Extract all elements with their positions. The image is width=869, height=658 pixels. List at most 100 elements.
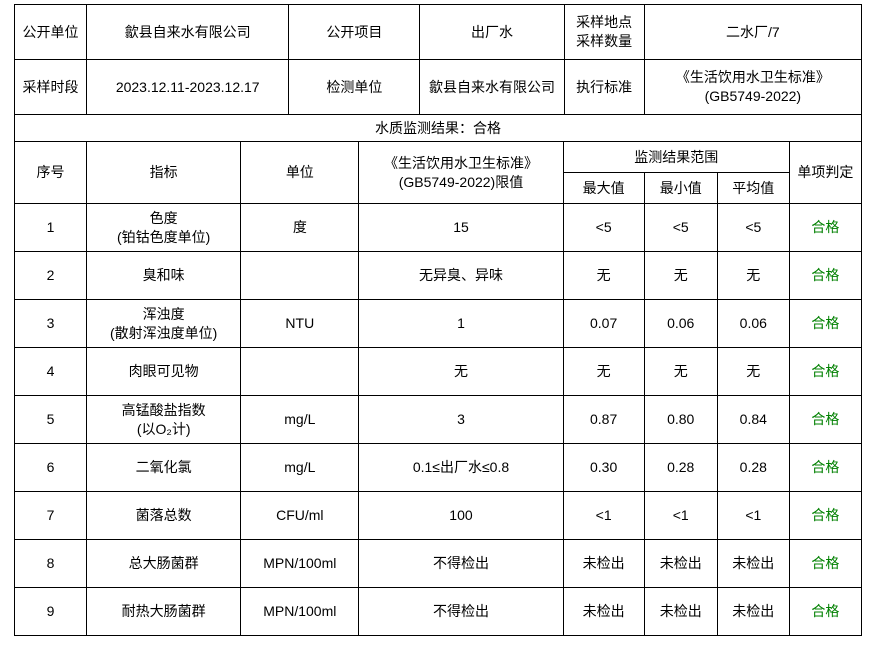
- cell-no: 9: [13, 587, 88, 636]
- cell-limit: 3: [358, 395, 564, 444]
- info-row-2: 采样时段 2023.12.11-2023.12.17 检测单位 歙县自来水有限公…: [13, 59, 863, 115]
- cell-avg: 未检出: [716, 587, 790, 636]
- cell-avg: 无: [716, 347, 790, 396]
- standard-value: 《生活饮用水卫生标准》 (GB5749-2022): [643, 59, 863, 115]
- header-avg: 平均值: [716, 172, 790, 204]
- cell-limit: 100: [358, 491, 564, 540]
- table-row: 2 臭和味 无异臭、异味 无 无 无 合格: [13, 251, 863, 300]
- public-project-label: 公开项目: [288, 4, 421, 60]
- cell-unit: 度: [240, 203, 360, 252]
- report-table-container: 公开单位 歙县自来水有限公司 公开项目 出厂水 采样地点 采样数量 二水厂/7 …: [13, 4, 863, 636]
- cell-unit: MPN/100ml: [240, 587, 360, 636]
- table-row: 4 肉眼可见物 无 无 无 无 合格: [13, 347, 863, 396]
- cell-judgment: 合格: [788, 299, 863, 348]
- cell-indicator: 肉眼可见物: [86, 347, 242, 396]
- public-unit-value: 歙县自来水有限公司: [86, 4, 290, 60]
- cell-min: 未检出: [643, 587, 718, 636]
- cell-judgment: 合格: [788, 587, 863, 636]
- cell-min: 无: [643, 347, 718, 396]
- cell-unit: mg/L: [240, 443, 360, 492]
- cell-no: 1: [13, 203, 88, 252]
- cell-limit: 0.1≤出厂水≤0.8: [358, 443, 564, 492]
- cell-indicator: 高锰酸盐指数 (以O₂计): [86, 395, 242, 444]
- cell-indicator: 耐热大肠菌群: [86, 587, 242, 636]
- cell-max: 未检出: [562, 539, 645, 588]
- table-row: 3 浑浊度 (散射浑浊度单位) NTU 1 0.07 0.06 0.06 合格: [13, 299, 863, 348]
- cell-max: 无: [562, 251, 645, 300]
- cell-avg: 未检出: [716, 539, 790, 588]
- cell-max: 未检出: [562, 587, 645, 636]
- cell-limit: 不得检出: [358, 539, 564, 588]
- monitoring-results-table: 序号 指标 单位 《生活饮用水卫生标准》 (GB5749-2022)限值 监测结…: [13, 141, 863, 636]
- cell-min: 无: [643, 251, 718, 300]
- cell-limit: 1: [358, 299, 564, 348]
- cell-avg: 0.84: [716, 395, 790, 444]
- cell-max: <5: [562, 203, 645, 252]
- cell-min: 0.28: [643, 443, 718, 492]
- cell-limit: 15: [358, 203, 564, 252]
- cell-max: 无: [562, 347, 645, 396]
- cell-unit: CFU/ml: [240, 491, 360, 540]
- header-unit: 单位: [240, 141, 360, 204]
- cell-indicator: 臭和味: [86, 251, 242, 300]
- cell-judgment: 合格: [788, 491, 863, 540]
- cell-unit: mg/L: [240, 395, 360, 444]
- header-max: 最大值: [562, 172, 645, 204]
- cell-judgment: 合格: [788, 251, 863, 300]
- header-no: 序号: [13, 141, 88, 204]
- cell-no: 8: [13, 539, 88, 588]
- header-range-group: 监测结果范围: [562, 141, 790, 173]
- overall-result-text: 水质监测结果：合格: [14, 114, 862, 142]
- cell-indicator: 菌落总数: [86, 491, 242, 540]
- cell-judgment: 合格: [788, 203, 863, 252]
- public-project-value: 出厂水: [419, 4, 565, 60]
- sampling-period-label: 采样时段: [13, 59, 88, 115]
- cell-limit: 无异臭、异味: [358, 251, 564, 300]
- cell-no: 7: [13, 491, 88, 540]
- cell-indicator: 色度 (铂钴色度单位): [86, 203, 242, 252]
- sampling-site-count-value: 二水厂/7: [643, 4, 863, 60]
- table-row: 6 二氧化氯 mg/L 0.1≤出厂水≤0.8 0.30 0.28 0.28 合…: [13, 443, 863, 492]
- table-row: 8 总大肠菌群 MPN/100ml 不得检出 未检出 未检出 未检出 合格: [13, 539, 863, 588]
- cell-unit: MPN/100ml: [240, 539, 360, 588]
- cell-indicator: 二氧化氯: [86, 443, 242, 492]
- table-row: 5 高锰酸盐指数 (以O₂计) mg/L 3 0.87 0.80 0.84 合格: [13, 395, 863, 444]
- header-judgment: 单项判定: [788, 141, 863, 204]
- cell-indicator: 总大肠菌群: [86, 539, 242, 588]
- header-limit: 《生活饮用水卫生标准》 (GB5749-2022)限值: [358, 141, 564, 204]
- report-info-table: 公开单位 歙县自来水有限公司 公开项目 出厂水 采样地点 采样数量 二水厂/7 …: [13, 4, 863, 115]
- cell-min: 0.06: [643, 299, 718, 348]
- cell-no: 5: [13, 395, 88, 444]
- cell-min: 未检出: [643, 539, 718, 588]
- table-row: 9 耐热大肠菌群 MPN/100ml 不得检出 未检出 未检出 未检出 合格: [13, 587, 863, 636]
- cell-judgment: 合格: [788, 539, 863, 588]
- cell-min: <1: [643, 491, 718, 540]
- cell-judgment: 合格: [788, 347, 863, 396]
- cell-limit: 无: [358, 347, 564, 396]
- table-row: 1 色度 (铂钴色度单位) 度 15 <5 <5 <5 合格: [13, 203, 863, 252]
- cell-min: <5: [643, 203, 718, 252]
- standard-label: 执行标准: [563, 59, 645, 115]
- cell-limit: 不得检出: [358, 587, 564, 636]
- cell-avg: 0.28: [716, 443, 790, 492]
- cell-no: 6: [13, 443, 88, 492]
- testing-unit-label: 检测单位: [288, 59, 421, 115]
- cell-no: 3: [13, 299, 88, 348]
- cell-unit: NTU: [240, 299, 360, 348]
- cell-avg: <5: [716, 203, 790, 252]
- cell-unit: [240, 251, 360, 300]
- cell-indicator: 浑浊度 (散射浑浊度单位): [86, 299, 242, 348]
- header-min: 最小值: [643, 172, 718, 204]
- info-row-1: 公开单位 歙县自来水有限公司 公开项目 出厂水 采样地点 采样数量 二水厂/7: [13, 4, 863, 60]
- table-header-row-2: 最大值 最小值 平均值: [15, 172, 862, 204]
- sampling-period-value: 2023.12.11-2023.12.17: [86, 59, 290, 115]
- cell-max: 0.30: [562, 443, 645, 492]
- overall-result-row: 水质监测结果：合格: [14, 114, 862, 142]
- cell-no: 4: [13, 347, 88, 396]
- cell-min: 0.80: [643, 395, 718, 444]
- cell-judgment: 合格: [788, 443, 863, 492]
- sampling-site-count-label: 采样地点 采样数量: [563, 4, 645, 60]
- table-row: 7 菌落总数 CFU/ml 100 <1 <1 <1 合格: [13, 491, 863, 540]
- cell-max: 0.07: [562, 299, 645, 348]
